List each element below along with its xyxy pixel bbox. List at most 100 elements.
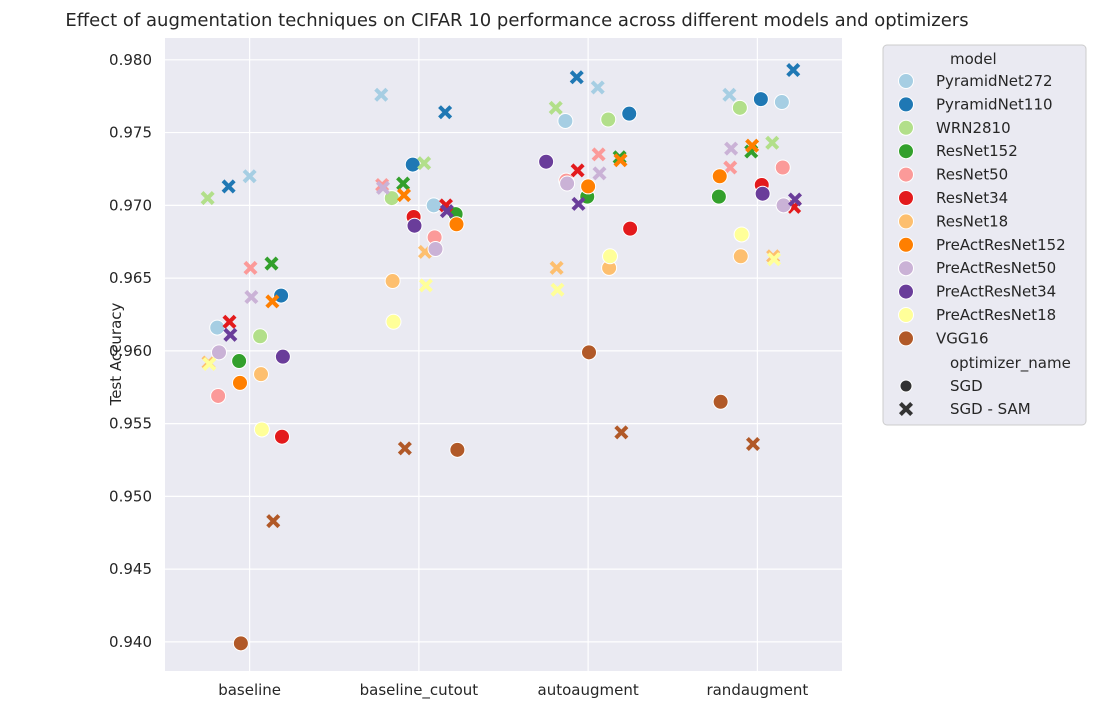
legend-optimizer-title: optimizer_name (950, 354, 1071, 373)
point-sgd-PreActResNet34-baseline_cutout (406, 217, 423, 234)
y-tick-label: 0.960 (109, 342, 152, 360)
legend-label: VGG16 (936, 329, 989, 347)
point-sam-ResNet34-baseline (222, 314, 237, 329)
point-sgd-PreActResNet152-autoaugment (580, 178, 597, 195)
legend-marker (898, 96, 914, 113)
legend-marker (898, 283, 914, 300)
point-sam-PreActResNet152-baseline_cutout (396, 188, 412, 203)
point-sgd-ResNet152-randaugment (710, 188, 727, 205)
point-sgd-VGG16-autoaugment (581, 344, 597, 361)
point-sam-WRN2810-baseline (200, 191, 215, 206)
x-axis-ticks: baseline baseline_cutout autoaugment randau… (218, 681, 808, 700)
point-sgd-PyramidNet110-randaugment (752, 91, 769, 108)
legend-model-title: model (950, 50, 997, 68)
legend-marker (898, 260, 914, 277)
legend-label: SGD - SAM (950, 400, 1031, 418)
point-sgd-PyramidNet110-autoaugment (621, 105, 638, 122)
point-sgd-WRN2810-randaugment (731, 99, 748, 116)
legend-label: ResNet34 (936, 189, 1008, 207)
point-sam-PreActResNet152-autoaugment (613, 153, 628, 168)
y-tick-label: 0.945 (109, 560, 152, 578)
legend-marker (898, 73, 914, 89)
legend-label: PreActResNet34 (936, 283, 1056, 301)
point-sam-PreActResNet34-autoaugment (571, 196, 586, 211)
point-sgd-PreActResNet152-baseline (232, 374, 248, 391)
legend-label: PyramidNet272 (936, 72, 1053, 90)
legend-marker (898, 401, 914, 417)
legend-label: PreActResNet18 (936, 306, 1056, 324)
grid-lines (165, 38, 842, 671)
point-sgd-PreActResNet18-autoaugment (602, 248, 618, 265)
point-sgd-PreActResNet18-baseline (253, 421, 270, 438)
point-sam-WRN2810-randaugment (765, 135, 780, 150)
legend-label: PreActResNet152 (936, 236, 1066, 254)
point-sam-PreActResNet152-randaugment (745, 138, 760, 153)
point-sam-PreActResNet18-baseline (202, 356, 217, 371)
point-sgd-VGG16-baseline (232, 635, 249, 652)
x-tick-label: baseline_cutout (360, 681, 479, 700)
point-sgd-PyramidNet272-baseline (209, 319, 226, 336)
legend-label: ResNet50 (936, 166, 1008, 184)
point-sam-PreActResNet50-autoaugment (592, 166, 607, 181)
legend-label: SGD (950, 377, 983, 395)
point-sam-ResNet152-baseline_cutout (396, 176, 411, 191)
point-sgd-PyramidNet272-randaugment (773, 94, 790, 111)
point-sgd-PreActResNet50-baseline_cutout (427, 241, 444, 257)
legend-label: WRN2810 (936, 119, 1011, 137)
point-sam-WRN2810-baseline_cutout (417, 156, 432, 171)
y-axis-label: Test Accuracy (107, 302, 125, 406)
point-sam-PreActResNet50-baseline_cutout (375, 180, 391, 195)
point-sam-PreActResNet50-randaugment (724, 141, 739, 156)
y-tick-label: 0.950 (109, 487, 152, 505)
point-sgd-ResNet50-randaugment (774, 159, 791, 176)
y-tick-label: 0.975 (109, 124, 152, 142)
point-sgd-ResNet152-baseline (231, 353, 248, 370)
point-sgd-PreActResNet152-baseline_cutout (448, 216, 465, 233)
point-sgd-VGG16-baseline_cutout (449, 441, 466, 458)
point-sam-ResNet152-baseline (264, 256, 279, 271)
point-sam-PyramidNet110-baseline (221, 179, 236, 194)
point-sam-PreActResNet18-randaugment (766, 252, 782, 267)
point-sgd-ResNet50-baseline (210, 387, 227, 404)
point-sam-VGG16-baseline (266, 514, 281, 529)
y-axis-ticks: 0.940 0.945 0.950 0.955 0.960 0.965 0.970 0.975… (109, 51, 152, 651)
legend-marker (898, 213, 914, 230)
y-tick-label: 0.955 (109, 415, 152, 433)
point-sgd-PreActResNet50-autoaugment (559, 175, 576, 192)
point-sam-PreActResNet34-baseline (223, 327, 238, 342)
point-sgd-ResNet18-baseline_cutout (384, 273, 401, 290)
legend-label: PyramidNet110 (936, 95, 1053, 113)
point-sgd-ResNet34-autoaugment (622, 220, 639, 237)
point-sgd-PreActResNet152-randaugment (711, 168, 728, 185)
point-sam-VGG16-autoaugment (614, 425, 629, 440)
legend-marker (899, 379, 913, 393)
point-sgd-WRN2810-autoaugment (600, 111, 617, 128)
point-sgd-ResNet18-baseline (253, 366, 269, 383)
point-sam-VGG16-randaugment (745, 436, 761, 452)
x-tick-label: baseline (218, 681, 281, 699)
point-sam-WRN2810-autoaugment (548, 100, 563, 115)
point-sam-ResNet50-randaugment (723, 160, 738, 175)
x-tick-label: autoaugment (538, 681, 639, 699)
point-sgd-ResNet18-randaugment (732, 248, 749, 265)
point-sam-PyramidNet272-randaugment (722, 87, 737, 102)
point-sgd-PreActResNet18-baseline_cutout (385, 313, 402, 330)
point-sam-PyramidNet272-baseline (242, 169, 257, 184)
point-sgd-PreActResNet34-randaugment (754, 185, 771, 202)
point-sam-ResNet50-autoaugment (591, 147, 606, 162)
point-sam-PreActResNet50-baseline (244, 290, 259, 305)
legend-marker (898, 330, 914, 347)
point-sgd-PreActResNet34-baseline (274, 348, 291, 365)
x-tick-label: randaugment (706, 681, 808, 699)
point-sam-PreActResNet34-baseline_cutout (439, 204, 454, 219)
y-tick-label: 0.970 (109, 196, 152, 214)
point-sam-VGG16-baseline_cutout (397, 441, 412, 456)
point-sgd-ResNet34-baseline (274, 428, 290, 445)
point-sam-PreActResNet18-autoaugment (550, 282, 565, 297)
point-sam-PreActResNet18-baseline_cutout (418, 278, 433, 293)
legend-label: ResNet18 (936, 212, 1008, 230)
legend-entries: PyramidNet272 PyramidNet110 WRN2810 ResNet1… (898, 72, 1066, 418)
point-sam-ResNet18-autoaugment (549, 260, 564, 275)
legend-marker (898, 190, 914, 206)
